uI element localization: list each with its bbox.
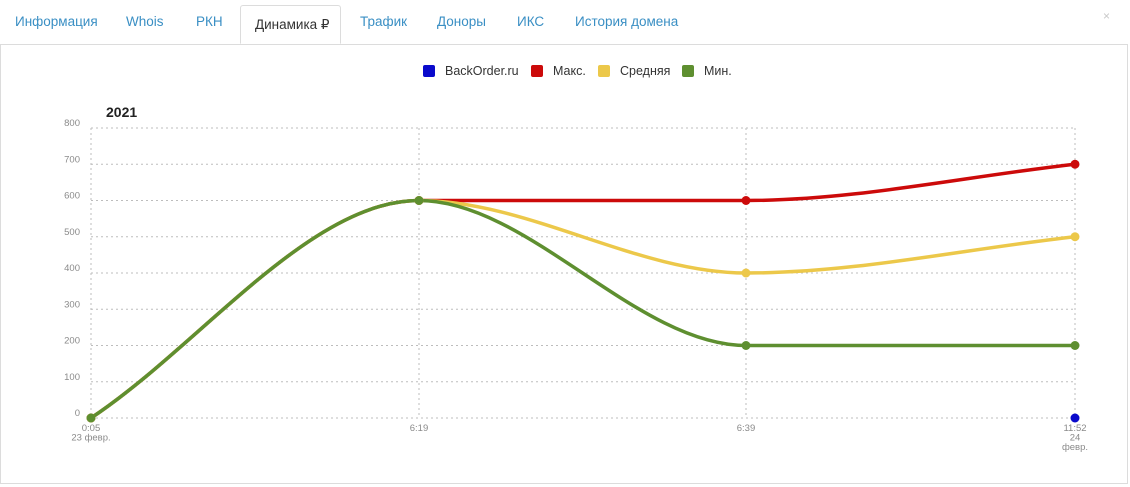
x-tick-label: 0:05 [82,423,101,434]
y-tick-label: 700 [64,154,80,165]
series-line-max [89,162,1077,420]
y-tick-label: 0 [75,408,80,419]
data-point-avg[interactable] [741,268,751,278]
legend-swatch-min [682,65,694,77]
legend-item-backorder[interactable]: BackOrder.ru [423,63,519,79]
legend-label-avg: Средняя [620,64,671,78]
tab-whois[interactable]: Whois [126,14,164,29]
tab-bar: Информация Whois РКН Динамика ₽ Трафик Д… [0,0,1128,45]
tab-donors[interactable]: Доноры [437,14,486,29]
legend-label-backorder: BackOrder.ru [445,64,519,78]
x-tick-label: 24 [1070,433,1081,444]
chart-panel [0,44,1128,484]
data-point-max[interactable] [741,196,751,205]
y-tick-label: 200 [64,336,80,347]
x-tick-label: февр. [1062,442,1088,453]
x-tick-label: 23 февр. [71,433,110,444]
legend-label-max: Макс. [553,64,586,78]
y-tick-label: 500 [64,227,80,238]
tab-domain-history[interactable]: История домена [575,14,679,29]
tab-info[interactable]: Информация [15,14,98,29]
close-icon[interactable]: × [1102,9,1110,23]
y-tick-label: 800 [64,118,80,129]
y-tick-label: 600 [64,191,80,202]
series [89,162,1077,420]
series-line-min [89,198,1077,420]
legend-label-min: Мин. [704,64,732,78]
tab-iks[interactable]: ИКС [517,14,545,29]
data-point-max[interactable] [1070,159,1080,169]
y-tick-label: 400 [64,263,80,274]
legend-swatch-backorder [423,65,435,77]
tab-dynamics[interactable]: Динамика ₽ [240,5,341,44]
data-point-min[interactable] [414,196,424,205]
x-tick-label: 6:39 [737,423,756,434]
tab-traffic[interactable]: Трафик [360,14,408,29]
data-point-min[interactable] [86,413,96,423]
data-point-backorder[interactable] [1070,413,1080,423]
data-points [86,159,1080,423]
legend-swatch-max [531,65,543,77]
legend-item-min[interactable]: Мин. [682,63,732,79]
data-point-min[interactable] [1070,341,1080,350]
x-tick-label: 11:52 [1063,423,1086,434]
data-point-avg[interactable] [1070,232,1080,242]
x-tick-label: 6:19 [410,423,429,434]
y-tick-label: 300 [64,299,80,310]
legend-item-avg[interactable]: Средняя [598,63,670,79]
tab-rkn[interactable]: РКН [196,14,223,29]
legend-swatch-avg [598,65,610,77]
chart-title: 2021 [106,104,137,120]
y-tick-label: 100 [64,372,80,383]
data-point-min[interactable] [741,341,751,350]
legend-item-max[interactable]: Макс. [531,63,586,79]
